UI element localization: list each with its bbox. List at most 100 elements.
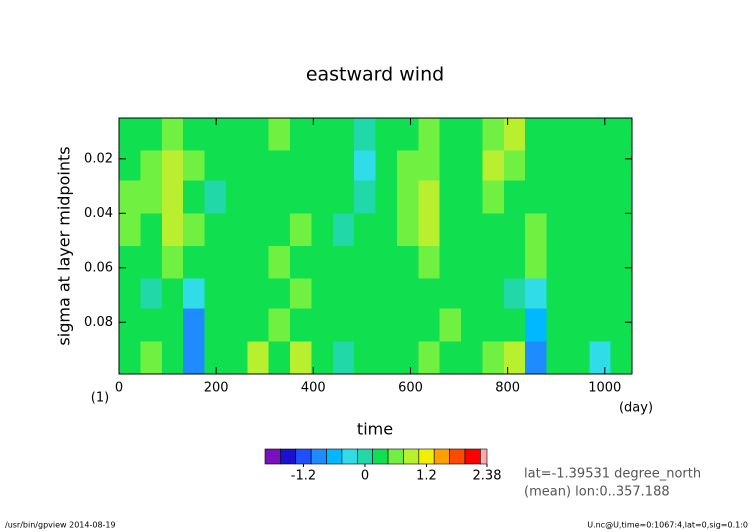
heat-cell (610, 213, 633, 247)
heat-cell (204, 341, 227, 375)
colorbar-tick-label: -1.2 (291, 469, 316, 484)
heat-cell (268, 118, 291, 152)
heat-cell (396, 213, 419, 247)
heat-cell (546, 308, 569, 342)
heat-cell (247, 150, 270, 182)
heat-cell (332, 180, 355, 214)
heat-cell (183, 213, 205, 247)
heat-cell (461, 118, 483, 152)
heat-cell (268, 341, 291, 375)
heat-cell (247, 246, 270, 280)
heat-cell (119, 278, 141, 310)
heat-cell (567, 150, 590, 182)
footer: /usr/bin/gpview 2014-08-19 (5, 521, 116, 530)
heat-cell (268, 213, 291, 247)
heat-cell (225, 341, 248, 375)
heat-cell (119, 246, 141, 280)
heat-cell (375, 308, 398, 342)
heat-cell (354, 150, 376, 182)
heat-cell (461, 213, 483, 247)
heat-cell (183, 246, 205, 280)
heat-cell (525, 246, 547, 280)
heat-cell (418, 118, 441, 152)
heat-cell (161, 180, 184, 214)
colorbar-box (464, 448, 481, 465)
colorbar-box (356, 448, 373, 465)
x-tick-label: 200 (204, 381, 229, 396)
heat-cell (311, 341, 334, 375)
plot-frame (118, 117, 633, 375)
heat-cell (439, 180, 462, 214)
colorbar-box (433, 448, 450, 465)
heat-cell (418, 308, 441, 342)
heat-cell (396, 118, 419, 152)
heat-cell (589, 213, 612, 247)
heat-cell (546, 341, 569, 375)
heat-cell (140, 150, 163, 182)
heat-cell (567, 246, 590, 280)
colorbar-tick-label: 1.2 (416, 469, 437, 484)
heat-cell (268, 308, 291, 342)
heat-cell (268, 150, 291, 182)
heat-cell (375, 246, 398, 280)
heat-cell (204, 213, 227, 247)
heat-cell (311, 308, 334, 342)
heat-cell (567, 118, 590, 152)
heat-cell (290, 213, 312, 247)
heat-cell (439, 341, 462, 375)
heat-cell (183, 341, 205, 375)
heat-cell (183, 180, 205, 214)
heat-cell (461, 341, 483, 375)
heat-cell (567, 180, 590, 214)
heat-cell (482, 278, 505, 310)
heat-cell (375, 180, 398, 214)
heat-cell (503, 308, 526, 342)
colorbar-box (403, 448, 420, 465)
heat-cell (610, 118, 633, 152)
heat-cell (332, 341, 355, 375)
heat-cell (225, 308, 248, 342)
heat-cell (225, 213, 248, 247)
heat-cell (546, 150, 569, 182)
heat-cell (610, 246, 633, 280)
heat-cell (140, 213, 163, 247)
heat-cell (354, 308, 376, 342)
heat-cell (525, 213, 547, 247)
heat-cell (589, 246, 612, 280)
heat-cell (418, 150, 441, 182)
heat-cell (503, 180, 526, 214)
heat-cell (183, 278, 205, 310)
y-axis-label: sigma at layer midpoints (55, 146, 74, 345)
y-tick-label: 0.02 (84, 151, 113, 166)
heat-cell (482, 150, 505, 182)
heat-cell (503, 150, 526, 182)
heat-cell (503, 246, 526, 280)
heat-cell (225, 278, 248, 310)
heat-cell (311, 118, 334, 152)
heat-cell (204, 150, 227, 182)
colorbar-box (341, 448, 358, 465)
annotation: (mean) lon:0..357.188 (524, 485, 670, 500)
heat-cell (589, 180, 612, 214)
heat-cell (290, 341, 312, 375)
heat-cell (525, 341, 547, 375)
heat-cell (503, 278, 526, 310)
heat-cell (418, 341, 441, 375)
annotation: lat=-1.39531 degree_north (524, 467, 701, 482)
heat-cell (354, 246, 376, 280)
heat-cell (610, 341, 633, 375)
heat-cell (119, 180, 141, 214)
colorbar-box (418, 448, 435, 465)
heat-cell (183, 150, 205, 182)
heat-cell (140, 118, 163, 152)
heat-cell (375, 150, 398, 182)
heat-cell (610, 180, 633, 214)
y-tick-label: 0.06 (84, 260, 113, 275)
heat-cell (396, 150, 419, 182)
colorbar-box (326, 448, 343, 465)
heat-cell (418, 180, 441, 214)
heat-cell (439, 246, 462, 280)
heat-cell (567, 308, 590, 342)
colorbar-box (280, 448, 297, 465)
